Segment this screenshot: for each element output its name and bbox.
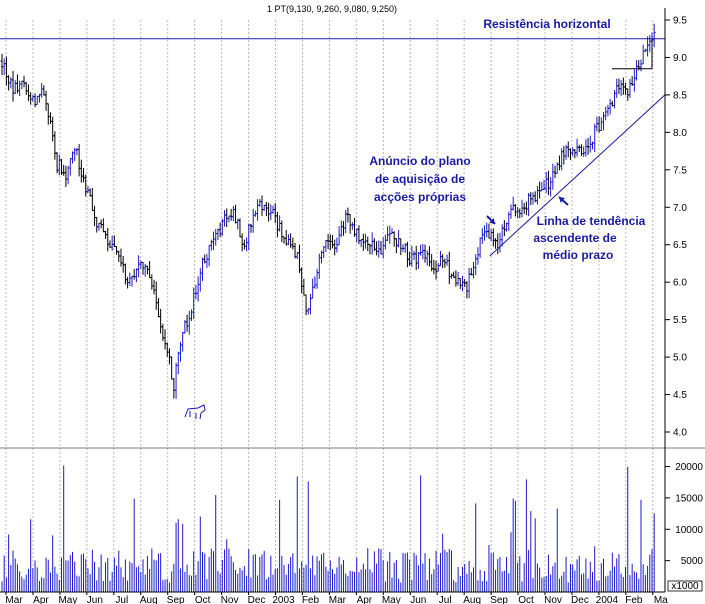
volume-tick-label: 5000: [681, 556, 704, 567]
price-tick-label: 9.0: [673, 53, 687, 64]
announcement-arrow-head: [489, 218, 495, 224]
price-tick-label: 7.5: [673, 165, 687, 176]
annotation-text: Linha de tendência: [537, 214, 646, 228]
annotation-text: Anúncio do plano: [369, 154, 470, 168]
x-tick-label: Apr: [33, 595, 49, 604]
price-tick-label: 8.5: [673, 90, 687, 101]
price-tick-label: 6.5: [673, 240, 687, 251]
x-tick-label: Ma: [654, 595, 668, 604]
annotation-text: de aquisição de: [375, 172, 465, 186]
x-tick-label: Feb: [625, 595, 643, 604]
annotation-layer: Resistência horizontal Anúncio do plano de…: [0, 17, 666, 420]
price-tick-label: 4.0: [673, 428, 687, 439]
x-tick-label: Jun: [87, 595, 103, 604]
price-tick-label: 8.0: [673, 128, 687, 139]
price-series: [0, 23, 656, 399]
x-tick-label: Mar: [5, 595, 23, 604]
x-tick-label: May: [58, 595, 77, 604]
x-tick-label: Sep: [167, 595, 185, 604]
price-tick-label: 4.5: [673, 390, 687, 401]
x-tick-label: 2004: [596, 595, 619, 604]
annotation-text: Resistência horizontal: [483, 17, 610, 31]
x-tick-label: Feb: [302, 595, 320, 604]
bull-icon-shape: [184, 404, 206, 420]
annotation-text: acções próprias: [374, 190, 466, 204]
annotation-text: médio prazo: [543, 248, 614, 262]
x-tick-label: Dec: [248, 595, 266, 604]
volume-unit-label: x1000: [671, 581, 699, 592]
price-tick-label: 6.0: [673, 278, 687, 289]
price-tick-label: 7.0: [673, 203, 687, 214]
x-tick-label: Jul: [439, 595, 452, 604]
grid-lines: [5, 20, 654, 592]
x-tick-label: Oct: [518, 595, 534, 604]
x-tick-label: Jun: [410, 595, 426, 604]
x-tick-label: Apr: [357, 595, 373, 604]
trendline-arrow-head: [559, 197, 565, 203]
x-tick-label: Aug: [140, 595, 158, 604]
price-tick-label: 5.5: [673, 315, 687, 326]
price-tick-label: 9.5: [673, 16, 687, 27]
x-tick-label: Nov: [221, 595, 239, 604]
trend-line: [489, 94, 666, 257]
x-tick-label: May: [382, 595, 401, 604]
x-tick-label: Jul: [115, 595, 128, 604]
x-tick-label: 2003: [272, 595, 295, 604]
x-tick-label: Aug: [463, 595, 481, 604]
x-tick-label: Nov: [544, 595, 562, 604]
axes: 4.0 4.5 5.0 5.5 6.0 6.5 7.0 7.5 8.0 8.5 9.0 9.5 5000…: [0, 8, 705, 604]
volume-series: [1, 465, 655, 592]
bull-icon: [184, 404, 206, 420]
volume-unit-box: [667, 580, 703, 592]
chart-title: 1 PT(9,130, 9,260, 9,080, 9,250): [267, 4, 397, 14]
x-tick-label: Oct: [195, 595, 211, 604]
volume-tick-label: 10000: [675, 525, 703, 536]
x-tick-label: Dec: [571, 595, 589, 604]
x-tick-label: Mar: [329, 595, 347, 604]
volume-tick-label: 20000: [675, 462, 703, 473]
volume-tick-label: 15000: [675, 493, 703, 504]
price-tick-label: 5.0: [673, 353, 687, 364]
x-tick-label: Sep: [490, 595, 508, 604]
annotation-text: ascendente de: [533, 231, 617, 245]
